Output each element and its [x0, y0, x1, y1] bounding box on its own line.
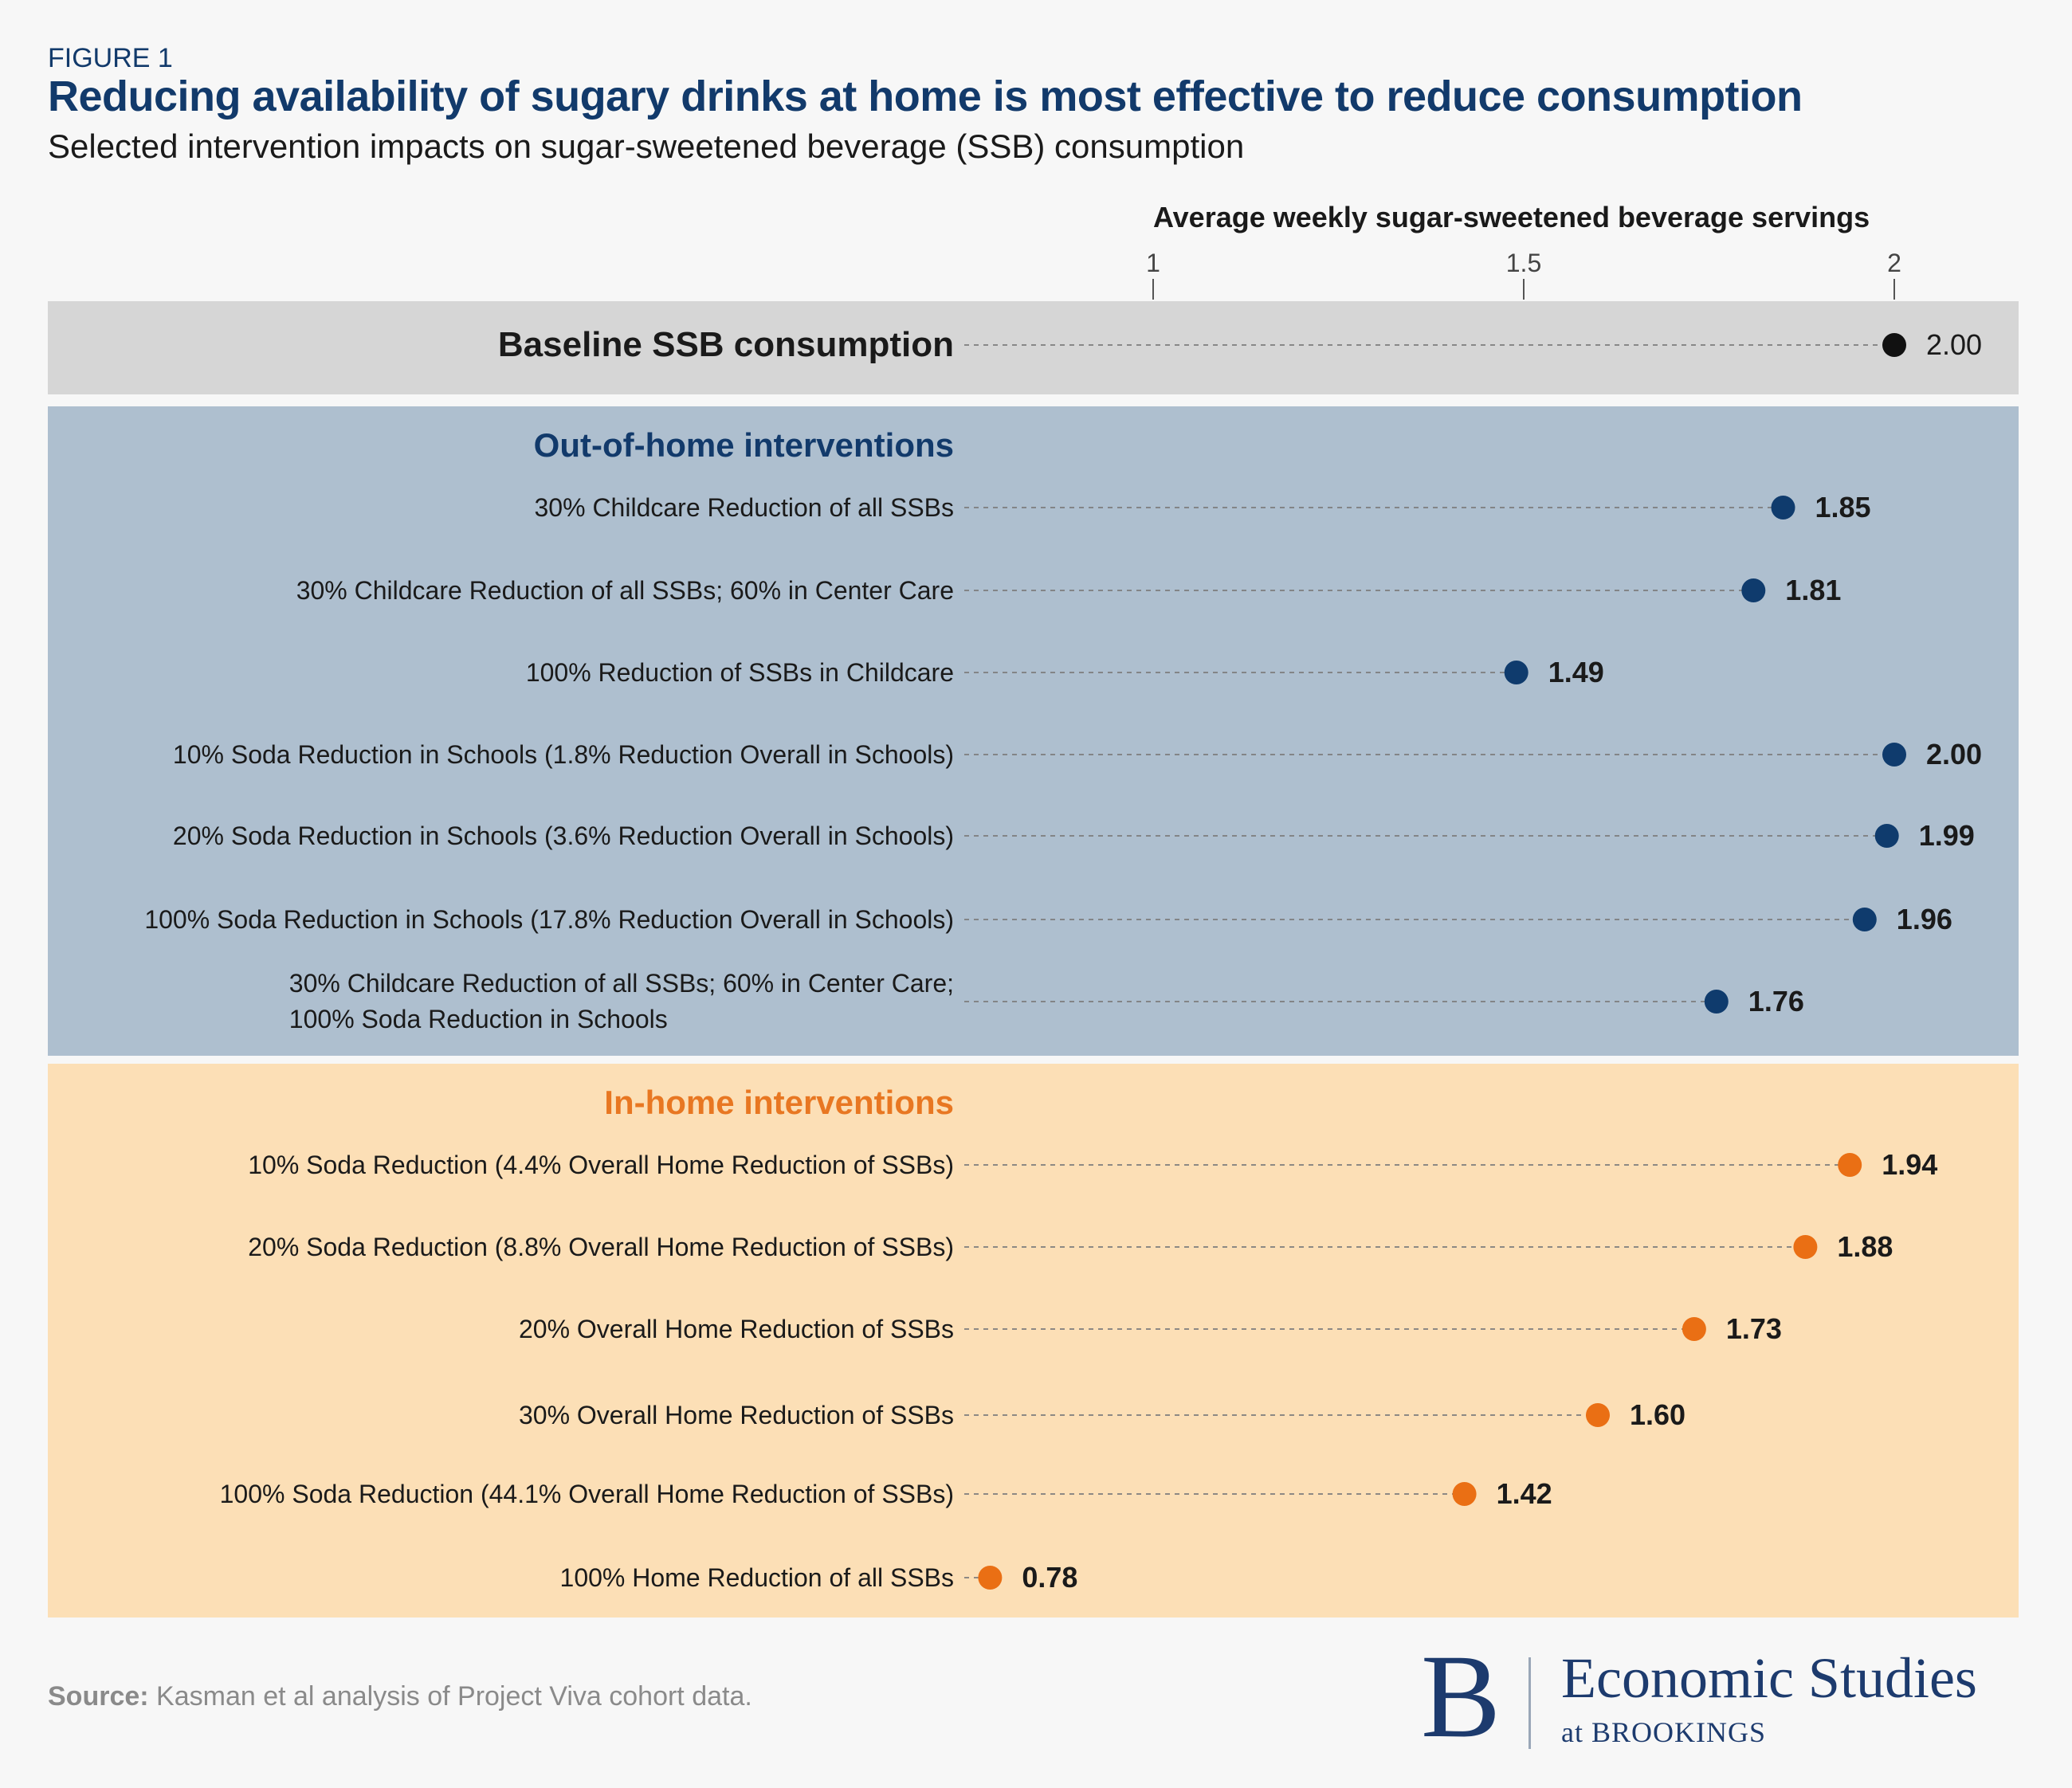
- baseline-label: Baseline SSB consumption: [497, 325, 954, 364]
- out-of-home-row-4-value: 2.00: [1926, 738, 1983, 770]
- out-of-home-panel: [48, 406, 2019, 1056]
- chart-title: Reducing availability of sugary drinks a…: [48, 73, 1803, 120]
- in-home-row-2-dot: [1793, 1235, 1818, 1259]
- in-home-row-6-label: 100% Home Reduction of all SSBs: [559, 1563, 954, 1592]
- in-home-row-1-dot: [1838, 1153, 1862, 1177]
- in-home-row-4-label: 30% Overall Home Reduction of SSBs: [518, 1401, 954, 1429]
- in-home-heading: In-home interventions: [604, 1084, 954, 1121]
- out-of-home-row-2-value: 1.81: [1785, 574, 1842, 606]
- in-home-panel: [48, 1064, 2019, 1617]
- in-home-row-6-dot: [978, 1566, 1003, 1590]
- in-home-row-4-dot: [1586, 1403, 1610, 1427]
- out-of-home-row-6-label: 100% Soda Reduction in Schools (17.8% Re…: [144, 905, 954, 934]
- out-of-home-row-1-label: 30% Childcare Reduction of all SSBs: [534, 493, 955, 522]
- out-of-home-row-5-dot: [1874, 824, 1899, 848]
- in-home-row-4-value: 1.60: [1630, 1398, 1686, 1431]
- out-of-home-row-1-dot: [1771, 496, 1795, 520]
- out-of-home-row-7-value: 1.76: [1748, 985, 1804, 1018]
- baseline-panel: [48, 301, 2019, 394]
- logo-divider: [1528, 1657, 1531, 1749]
- out-of-home-row-3-label: 100% Reduction of SSBs in Childcare: [525, 658, 954, 687]
- in-home-row-2-value: 1.88: [1837, 1230, 1893, 1263]
- out-of-home-row-7-label: 30% Childcare Reduction of all SSBs; 60%…: [288, 969, 954, 1033]
- baseline-value: 2.00: [1926, 328, 1983, 361]
- x-tick-label: 1: [1146, 249, 1160, 277]
- x-tick-label: 2: [1887, 249, 1901, 277]
- logo-name: Economic Studies: [1561, 1646, 1977, 1710]
- out-of-home-heading: Out-of-home interventions: [533, 426, 954, 464]
- out-of-home-row-3-dot: [1504, 661, 1528, 684]
- out-of-home-row-2-dot: [1741, 578, 1766, 602]
- in-home-row-3-label: 20% Overall Home Reduction of SSBs: [518, 1315, 954, 1343]
- source-label: Source:: [48, 1681, 149, 1712]
- x-axis-title: Average weekly sugar-sweetened beverage …: [1153, 201, 1870, 233]
- in-home-row-5-label: 100% Soda Reduction (44.1% Overall Home …: [219, 1480, 954, 1508]
- in-home-row-3-value: 1.73: [1725, 1312, 1782, 1345]
- out-of-home-row-5-label: 20% Soda Reduction in Schools (3.6% Redu…: [172, 821, 954, 850]
- out-of-home-row-4-dot: [1882, 743, 1906, 767]
- in-home-row-2-label: 20% Soda Reduction (8.8% Overall Home Re…: [248, 1233, 954, 1261]
- baseline-dot: [1882, 333, 1906, 357]
- in-home-row-6-value: 0.78: [1022, 1561, 1078, 1594]
- out-of-home-row-2-label: 30% Childcare Reduction of all SSBs; 60%…: [296, 576, 954, 605]
- source-text: Kasman et al analysis of Project Viva co…: [156, 1681, 752, 1712]
- brookings-logo: B Economic Studies at BROOKINGS: [1421, 1637, 2027, 1763]
- logo-subtitle: at BROOKINGS: [1561, 1716, 1767, 1748]
- in-home-row-5-value: 1.42: [1496, 1477, 1552, 1510]
- out-of-home-row-7-dot: [1704, 990, 1729, 1014]
- out-of-home-row-6-value: 1.96: [1896, 903, 1952, 935]
- source-note: Source: Kasman et al analysis of Project…: [48, 1681, 752, 1712]
- out-of-home-row-3-value: 1.49: [1548, 656, 1604, 688]
- logo-letter: B: [1421, 1630, 1501, 1763]
- in-home-row-3-dot: [1682, 1317, 1706, 1341]
- figure-label: FIGURE 1: [48, 43, 173, 73]
- out-of-home-row-5-value: 1.99: [1918, 819, 1975, 852]
- in-home-row-1-label: 10% Soda Reduction (4.4% Overall Home Re…: [248, 1151, 954, 1179]
- out-of-home-row-1-value: 1.85: [1815, 491, 1871, 523]
- out-of-home-row-6-dot: [1852, 908, 1877, 931]
- out-of-home-row-4-label: 10% Soda Reduction in Schools (1.8% Redu…: [172, 740, 954, 769]
- in-home-row-1-value: 1.94: [1882, 1148, 1938, 1181]
- chart-subtitle: Selected intervention impacts on sugar-s…: [48, 127, 1245, 165]
- x-tick-label: 1.5: [1505, 249, 1542, 277]
- in-home-row-5-dot: [1452, 1482, 1477, 1506]
